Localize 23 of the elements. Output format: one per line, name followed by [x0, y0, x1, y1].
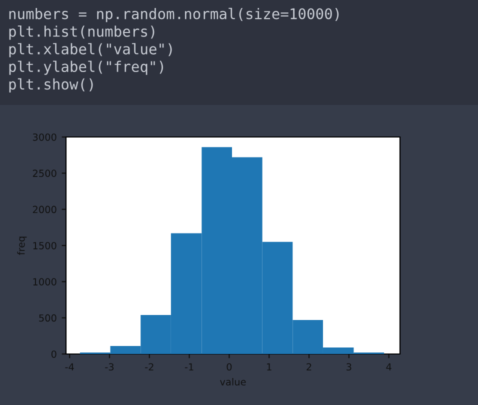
x-tick-label: 4	[386, 363, 392, 370]
text: plt.hist(numbers)	[9, 26, 154, 40]
y-tick-label: 3000	[32, 133, 56, 141]
y-tick-label: 500	[39, 314, 56, 322]
x-tick-label: -3	[105, 363, 114, 371]
x-tick-label: -2	[145, 363, 154, 370]
text: plt.show()	[9, 78, 93, 92]
text: numbers = np.random.normal(size=10000)	[9, 8, 339, 22]
y-axis-title: freq	[17, 236, 27, 255]
y-tick-label: 2500	[32, 170, 56, 177]
x-tick-label: 0	[226, 363, 232, 371]
x-axis-title: value	[220, 378, 246, 386]
y-tick-label: 1000	[33, 278, 56, 286]
y-tick-label: 2000	[32, 206, 56, 214]
text: plt.xlabel("value")	[9, 43, 172, 58]
y-tick-label: 0	[51, 350, 56, 358]
x-tick-label: 3	[346, 363, 352, 371]
x-tick-label: -4	[65, 363, 74, 370]
x-tick-label: 1	[267, 363, 272, 370]
x-tick-label: 2	[306, 363, 312, 370]
y-tick-label: 1500	[33, 242, 56, 250]
text: plt.ylabel("freq")	[9, 60, 164, 75]
x-tick-label: -1	[184, 363, 194, 370]
